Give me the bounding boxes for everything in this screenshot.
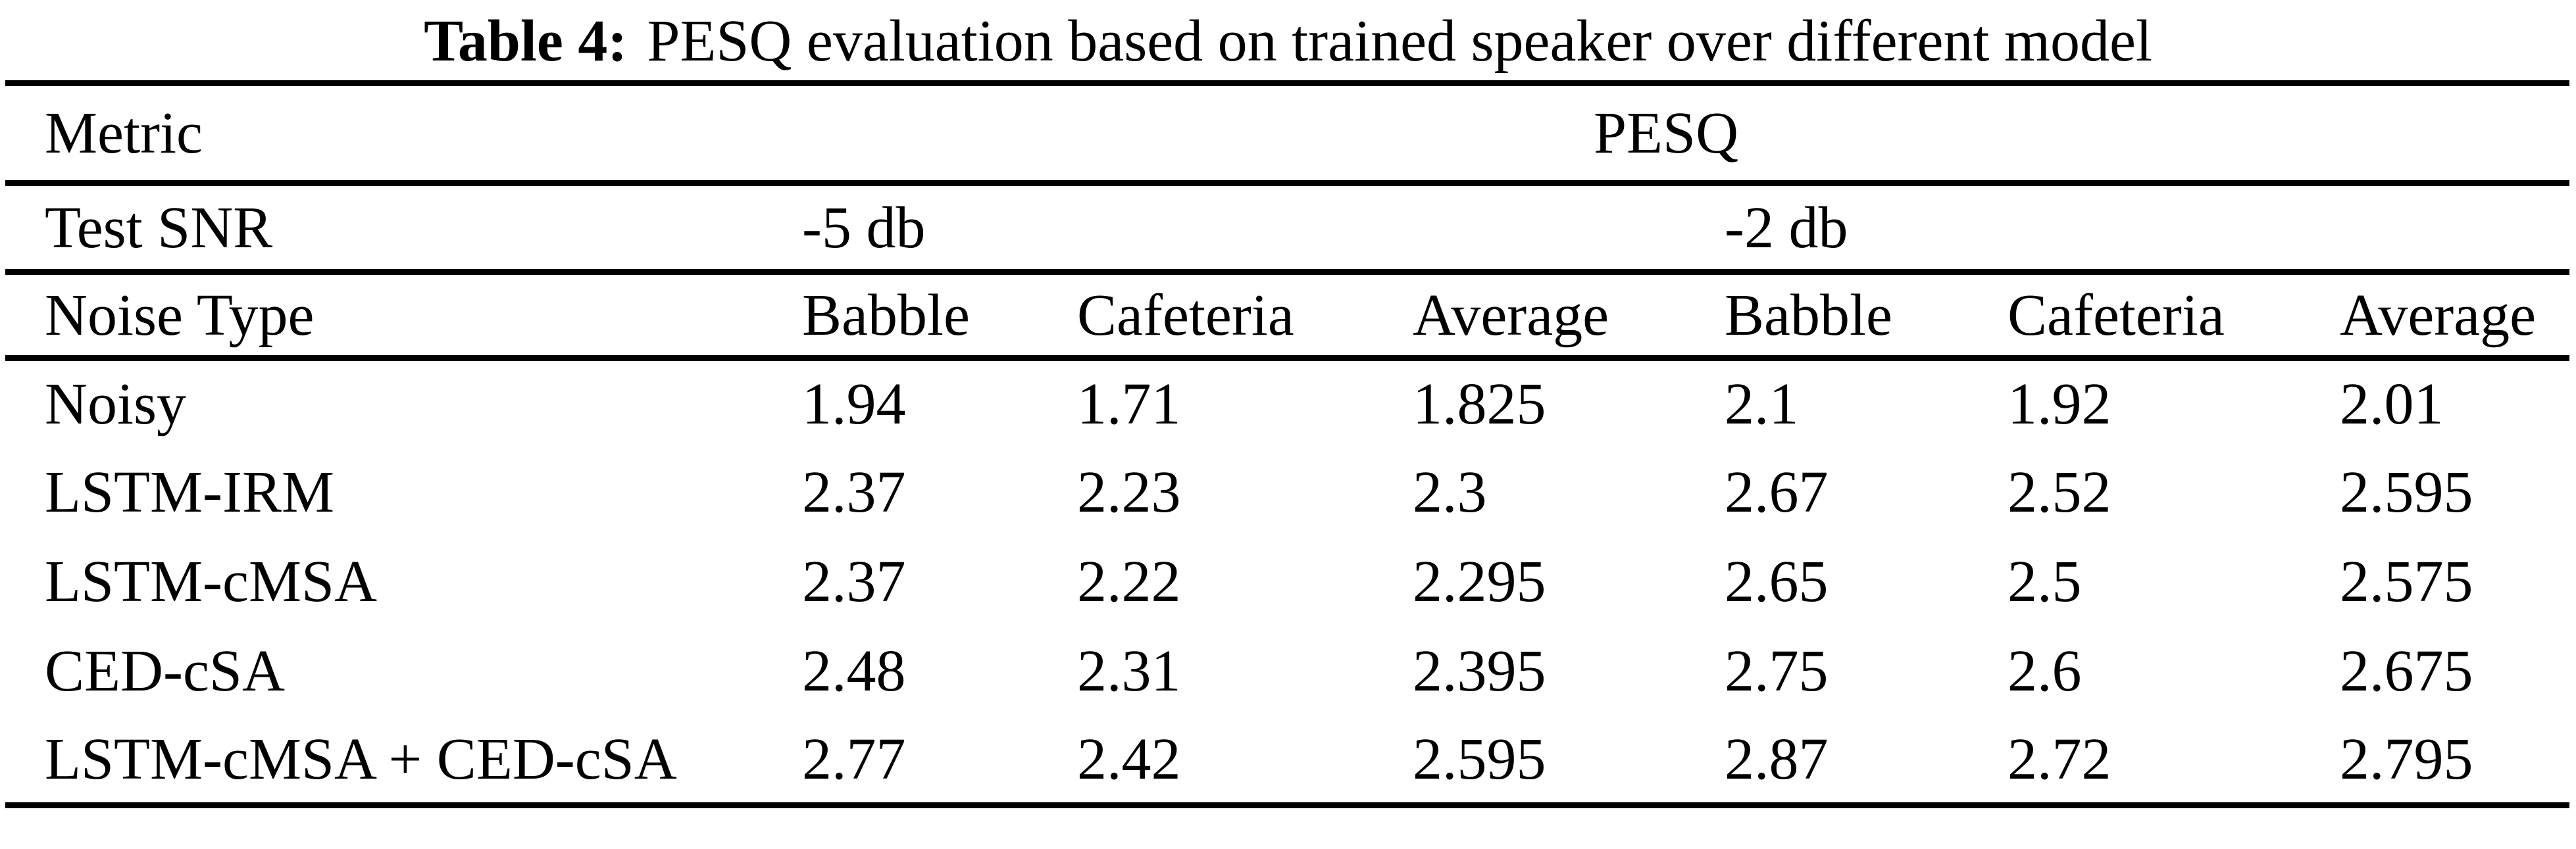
caption-label: Table 4:	[424, 9, 628, 74]
cell-value: 2.295	[1413, 549, 1546, 614]
table-row: LSTM-cMSA + CED-cSA 2.77 2.42 2.595 2.87…	[5, 716, 2569, 806]
header-row-metric: Metric PESQ	[5, 83, 2570, 186]
cell-value: 2.72	[2008, 726, 2111, 792]
noise-type-label: Noise Type	[5, 272, 763, 361]
column-header: Average	[1373, 272, 1685, 361]
cell-value: 1.94	[802, 372, 906, 437]
cell-value: 2.595	[2340, 460, 2473, 525]
cell-value: 1.825	[1413, 372, 1546, 437]
header-row-noise-type: Noise Type Babble Cafeteria Average Babb…	[5, 272, 2570, 361]
model-name: Noisy	[45, 372, 187, 437]
model-name: LSTM-cMSA + CED-cSA	[45, 726, 677, 792]
cell-value: 1.71	[1077, 372, 1181, 437]
cell-value: 2.3	[1413, 460, 1487, 525]
cell-value: 2.6	[2008, 639, 2082, 704]
cell-value: 2.31	[1077, 639, 1181, 704]
cell-value: 2.87	[1725, 726, 1829, 792]
column-header: Babble	[1685, 272, 1968, 361]
caption-text: PESQ evaluation based on trained speaker…	[647, 9, 2152, 74]
pesq-table: Metric PESQ Test SNR -5 db -2 db Noise T…	[5, 80, 2570, 808]
cell-value: 1.92	[2008, 372, 2111, 437]
cell-value: 2.5	[2008, 549, 2082, 614]
cell-value: 2.795	[2340, 726, 2473, 792]
header-row-test-snr: Test SNR -5 db -2 db	[5, 183, 2570, 275]
cell-value: 2.37	[802, 549, 906, 614]
column-header: Average	[2300, 272, 2570, 361]
model-name: LSTM-IRM	[45, 460, 335, 525]
table-row: LSTM-IRM 2.37 2.23 2.3 2.67 2.52 2.595	[5, 448, 2569, 537]
metric-label: Metric	[5, 83, 763, 186]
model-name: LSTM-cMSA	[45, 549, 378, 614]
cell-value: 2.23	[1077, 460, 1181, 525]
cell-value: 2.48	[802, 639, 906, 704]
column-header: Cafeteria	[1038, 272, 1373, 361]
table-row: Noisy 1.94 1.71 1.825 2.1 1.92 2.01	[5, 358, 2569, 448]
cell-value: 2.22	[1077, 549, 1181, 614]
cell-value: 2.52	[2008, 460, 2111, 525]
cell-value: 2.1	[1725, 372, 1799, 437]
cell-value: 2.595	[1413, 726, 1546, 792]
cell-value: 2.75	[1725, 639, 1829, 704]
test-snr-label: Test SNR	[5, 183, 763, 275]
column-header: Babble	[763, 272, 1038, 361]
cell-value: 2.37	[802, 460, 906, 525]
cell-value: 2.42	[1077, 726, 1181, 792]
model-name: CED-cSA	[45, 639, 285, 704]
cell-value: 2.67	[1725, 460, 1829, 525]
column-header: Cafeteria	[1968, 272, 2300, 361]
table-caption: Table 4: PESQ evaluation based on trained…	[0, 0, 2576, 80]
cell-value: 2.575	[2340, 549, 2473, 614]
cell-value: 2.675	[2340, 639, 2473, 704]
cell-value: 2.395	[1413, 639, 1546, 704]
snr-group-minus2db: -2 db	[1685, 183, 2570, 275]
cell-value: 2.65	[1725, 549, 1829, 614]
cell-value: 2.77	[802, 726, 906, 792]
cell-value: 2.01	[2340, 372, 2444, 437]
table-row: LSTM-cMSA 2.37 2.22 2.295 2.65 2.5 2.575	[5, 537, 2569, 627]
snr-group-minus5db: -5 db	[763, 183, 1685, 275]
table-row: CED-cSA 2.48 2.31 2.395 2.75 2.6 2.675	[5, 627, 2569, 716]
metric-value: PESQ	[763, 83, 2570, 186]
